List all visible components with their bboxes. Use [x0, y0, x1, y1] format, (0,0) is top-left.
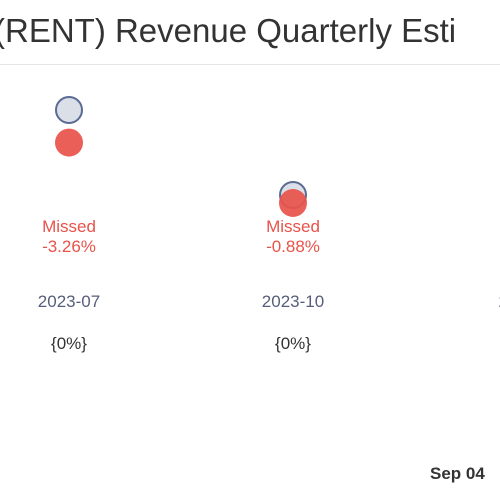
quarter-note: {0%}: [275, 334, 311, 353]
result-label: Missed: [266, 217, 320, 236]
period-label: 2023-07: [38, 292, 100, 311]
title-divider: [0, 64, 500, 65]
footer-date: Sep 04: [430, 464, 485, 483]
result-label: Missed: [42, 217, 96, 236]
quarter-note: {0%}: [51, 334, 87, 353]
surprise-label: -0.88%: [266, 237, 320, 256]
actual-marker: [55, 128, 83, 157]
actual-marker: [279, 189, 307, 217]
period-label: 20: [499, 292, 500, 311]
estimate-marker: [55, 96, 83, 124]
chart-title: (RENT) Revenue Quarterly Esti: [0, 12, 457, 49]
surprise-label: -3.26%: [42, 237, 96, 256]
period-label: 2023-10: [262, 292, 324, 311]
